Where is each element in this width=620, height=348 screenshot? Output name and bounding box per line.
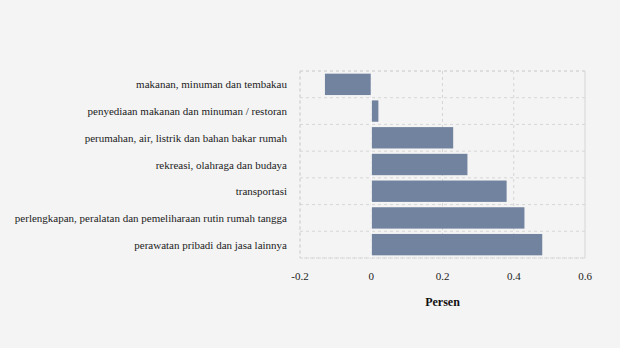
background: [0, 0, 620, 348]
category-label: transportasi: [236, 185, 287, 197]
category-label: perumahan, air, listrik dan bahan bakar …: [85, 132, 288, 144]
zero-line: [371, 71, 372, 258]
category-label: perawatan pribadi dan jasa lainnya: [134, 239, 287, 251]
tick-label: 0: [369, 270, 375, 282]
bar: [371, 127, 453, 148]
plot-frame: [300, 71, 585, 258]
category-separator: [300, 177, 585, 178]
tick-label: 0.4: [507, 270, 521, 282]
tick-label: 0.2: [436, 270, 450, 282]
category-label: penyediaan makanan dan minuman / restora…: [88, 105, 288, 117]
tick-label: -0.2: [291, 270, 308, 282]
bar: [325, 74, 371, 95]
category-label: makanan, minuman dan tembakau: [136, 78, 287, 90]
category-separator: [300, 124, 585, 125]
grid-line: [371, 71, 372, 258]
tick-label: 0.6: [578, 270, 592, 282]
bars: [325, 74, 542, 256]
axis-title: Persen: [425, 295, 460, 309]
grid-line: [300, 71, 301, 258]
bar: [371, 181, 506, 202]
category-label: perlengkapan, peralatan dan pemeliharaan…: [15, 212, 287, 224]
bar: [371, 207, 524, 228]
category-separator: [300, 231, 585, 232]
bar: [371, 234, 542, 255]
bar: [371, 154, 467, 175]
grid-line: [513, 71, 514, 258]
grid-line: [585, 71, 586, 258]
category-label: rekreasi, olahraga dan budaya: [156, 159, 287, 171]
bar: [371, 100, 378, 121]
